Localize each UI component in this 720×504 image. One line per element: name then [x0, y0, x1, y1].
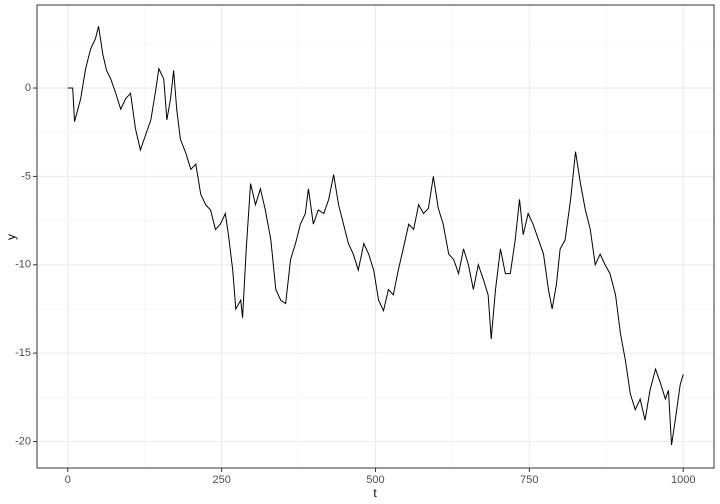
x-tick-label: 500	[366, 474, 384, 486]
data-line	[67, 26, 684, 446]
y-axis-title: y	[4, 234, 18, 240]
x-tick-label: 0	[65, 474, 71, 486]
x-axis-title: t	[373, 486, 377, 500]
x-tick-label: 1000	[671, 474, 695, 486]
y-tick-label: -15	[15, 347, 31, 359]
x-tick-label: 750	[520, 474, 538, 486]
y-tick-label: -5	[21, 170, 31, 182]
panel-border	[36, 4, 715, 469]
y-tick-label: -20	[15, 435, 31, 447]
y-tick-label: 0	[25, 82, 31, 94]
x-tick-label: 250	[212, 474, 230, 486]
y-tick-label: -10	[15, 259, 31, 271]
